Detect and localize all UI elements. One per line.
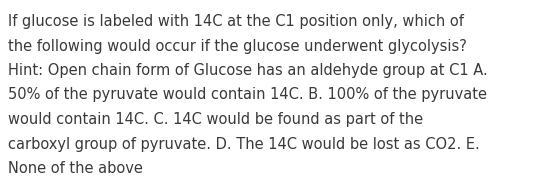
Text: the following would occur if the glucose underwent glycolysis?: the following would occur if the glucose… [8, 39, 467, 54]
Text: Hint: Open chain form of Glucose has an aldehyde group at C1 A.: Hint: Open chain form of Glucose has an … [8, 63, 488, 78]
Text: If glucose is labeled with 14C at the C1 position only, which of: If glucose is labeled with 14C at the C1… [8, 14, 464, 29]
Text: None of the above: None of the above [8, 161, 143, 176]
Text: would contain 14C. C. 14C would be found as part of the: would contain 14C. C. 14C would be found… [8, 112, 423, 127]
Text: carboxyl group of pyruvate. D. The 14C would be lost as CO2. E.: carboxyl group of pyruvate. D. The 14C w… [8, 136, 480, 152]
Text: 50% of the pyruvate would contain 14C. B. 100% of the pyruvate: 50% of the pyruvate would contain 14C. B… [8, 87, 487, 102]
